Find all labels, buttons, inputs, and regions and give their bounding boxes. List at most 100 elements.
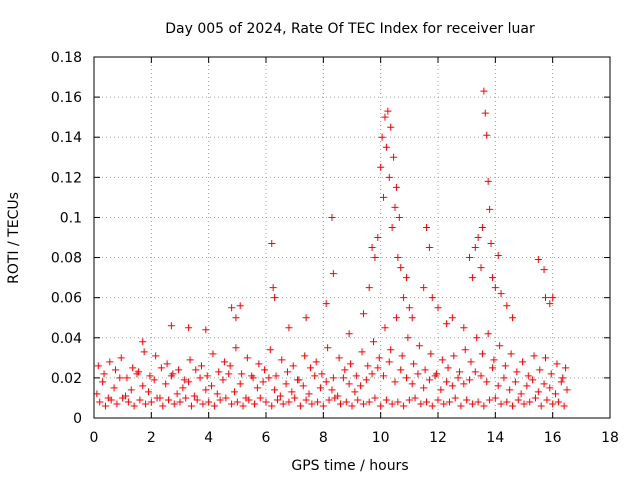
data-point [251,400,259,408]
data-point [271,294,279,302]
data-point [215,368,223,376]
data-point [414,370,422,378]
data-point [546,300,554,308]
data-point [345,330,353,338]
data-point [173,390,181,398]
data-point [468,400,476,408]
data-point [456,368,463,376]
y-tick-labels: 0 0.02 0.04 0.06 0.08 0.1 0.12 0.14 0.16 0.18 [51,50,82,427]
data-point [345,380,353,388]
data-point [557,378,565,386]
data-point [380,372,388,380]
data-point [433,370,441,378]
data-point [219,376,227,384]
chart-title: Day 005 of 2024, Rate Of TEC Index for r… [165,21,535,37]
data-point [106,358,114,366]
x-tick-label: 12 [429,430,447,446]
data-point [259,378,267,386]
data-point [514,396,522,404]
data-point [185,378,193,386]
y-tick-label: 0.08 [51,251,82,267]
data-point [380,193,388,201]
data-point [316,384,324,392]
data-point [466,376,474,384]
data-point [306,364,314,372]
data-point [394,398,402,406]
data-point [342,398,350,406]
y-tick-label: 0.1 [60,210,82,226]
data-point [524,372,532,380]
data-point [364,362,372,370]
data-point [328,213,336,221]
data-point [375,354,383,362]
data-point [405,396,413,404]
data-point [276,392,284,400]
data-point [226,362,234,370]
data-point [487,240,495,248]
data-point [370,338,377,346]
y-tick-label: 0.06 [51,291,82,307]
data-point [123,374,131,382]
data-point [302,396,310,404]
data-point [490,356,498,364]
data-point [153,394,161,402]
data-point [408,314,416,322]
data-point [365,284,373,292]
data-point [233,398,241,406]
data-point [473,334,481,342]
data-point [365,398,373,406]
data-point [176,398,184,406]
data-point [411,394,419,402]
data-point [146,372,154,380]
data-point [243,354,251,362]
data-point [179,384,187,392]
data-point [139,382,147,390]
data-point [501,362,509,370]
data-point [112,366,119,374]
data-point [253,384,261,392]
data-point [351,388,359,396]
data-point [266,346,274,354]
data-point [385,358,393,366]
data-point [560,402,568,410]
data-point [400,294,408,302]
data-point [420,384,428,392]
data-point [488,364,496,372]
data-point [299,382,307,390]
data-point [394,254,402,262]
data-point [434,304,442,312]
data-point [468,274,476,282]
data-point [374,234,382,241]
data-point [450,352,458,360]
data-point [213,390,221,398]
data-point [157,364,165,372]
data-point [93,390,101,398]
data-point [480,87,488,95]
data-point [232,344,240,352]
data-point [192,366,200,374]
data-point [273,396,281,404]
data-point [397,366,405,374]
data-point [163,360,171,368]
data-point [203,372,211,380]
data-point [377,163,385,171]
data-point [169,370,177,378]
data-point [359,310,367,318]
data-point [139,338,147,346]
data-point [443,320,451,328]
data-point [348,402,356,410]
data-point [107,396,115,404]
data-point [404,334,412,342]
data-point [438,356,446,364]
data-point [457,402,465,410]
data-point [448,382,456,390]
data-point [152,352,160,360]
y-tick-label: 0 [73,411,82,427]
data-point [552,390,560,398]
data-point [425,244,433,252]
data-point [559,374,567,382]
data-point [497,400,505,408]
data-point [322,378,330,386]
data-point [392,183,400,191]
data-point [506,386,514,394]
